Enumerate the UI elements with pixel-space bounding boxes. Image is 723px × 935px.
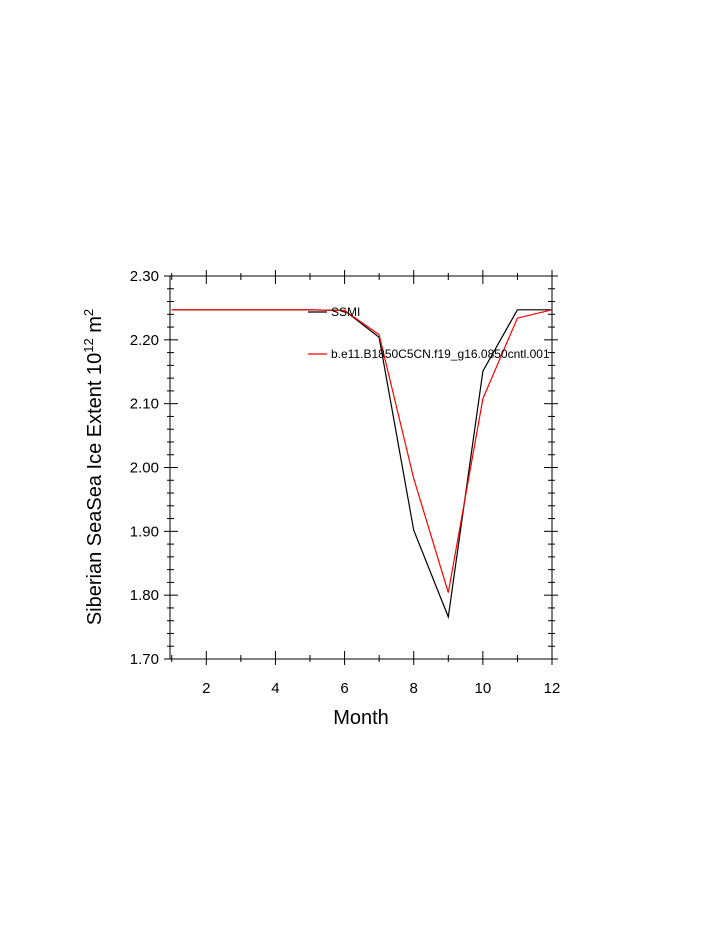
- legend: SSMI b.e11.B1850C5CN.f19_g16.0850cntl.001: [308, 305, 550, 361]
- series-lines: [171, 309, 553, 620]
- y-tick-label: 2.20: [130, 332, 159, 349]
- y-tick-label: 2.10: [130, 396, 159, 413]
- axis-ticks: [164, 270, 558, 665]
- y-tick-label: 2.30: [130, 268, 159, 285]
- y-tick-label: 1.80: [130, 587, 159, 604]
- x-axis-title: Month: [333, 707, 389, 729]
- y-axis-title-main: Siberian SeaSea Ice Extent 10: [84, 353, 106, 625]
- y-tick-label: 2.00: [130, 460, 159, 477]
- x-tick-label: 8: [410, 680, 418, 697]
- y-axis-title-unit: m: [84, 316, 106, 338]
- x-tick-label: 12: [544, 680, 561, 697]
- legend-label: SSMI: [331, 305, 360, 319]
- y-axis-title: Siberian SeaSea Ice Extent 1012 m2: [81, 309, 106, 625]
- plot-frame: [169, 275, 553, 660]
- x-tick-label: 4: [271, 680, 279, 697]
- tick-labels: 2 4 6 8 10 12 1.70 1.80 1.90 2.00 2.10 2.20 2.30: [130, 268, 561, 697]
- legend-label: b.e11.B1850C5CN.f19_g16.0850cntl.001: [331, 347, 550, 361]
- y-axis-title-exp2: 2: [81, 309, 96, 316]
- x-tick-label: 6: [340, 680, 348, 697]
- y-tick-label: 1.90: [130, 523, 159, 540]
- y-axis-title-exp1: 12: [81, 338, 96, 352]
- x-tick-label: 2: [202, 680, 210, 697]
- series-line-1: [171, 309, 553, 593]
- x-tick-label: 10: [475, 680, 492, 697]
- y-tick-label: 1.70: [130, 651, 159, 668]
